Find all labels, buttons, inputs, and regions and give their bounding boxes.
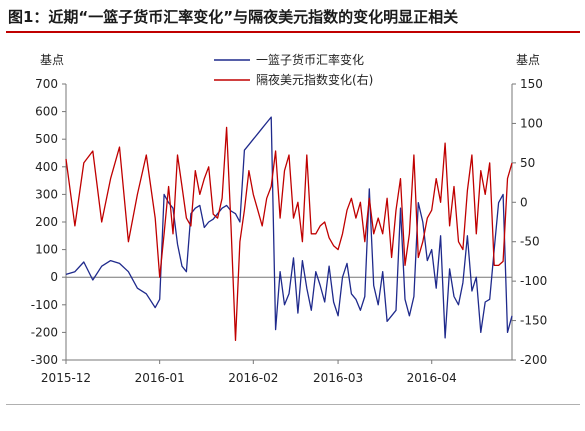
- right-tick-label: 150: [520, 77, 543, 91]
- left-tick-label: -300: [31, 353, 58, 367]
- tick-labels: -300-200-1000100200300400500600700-200-1…: [31, 53, 547, 385]
- bottom-rule: [6, 404, 580, 405]
- chart-title: 图1：近期“一篮子货币汇率变化”与隔夜美元指数的变化明显正相关: [8, 8, 459, 26]
- right-axis-unit: 基点: [516, 53, 540, 67]
- right-tick-label: -100: [520, 274, 547, 288]
- left-tick-label: 700: [35, 77, 58, 91]
- left-tick-label: 600: [35, 105, 58, 119]
- x-tick-label: 2016-01: [135, 371, 185, 385]
- right-tick-label: 50: [520, 156, 535, 170]
- x-tick-label: 2016-04: [407, 371, 457, 385]
- right-tick-label: -150: [520, 314, 547, 328]
- title-rule: [6, 31, 580, 33]
- left-axis-unit: 基点: [40, 53, 64, 67]
- left-tick-label: -200: [31, 325, 58, 339]
- legend-label-1: 一篮子货币汇率变化: [256, 52, 364, 67]
- left-tick-label: 100: [35, 243, 58, 257]
- right-tick-label: 0: [520, 195, 528, 209]
- right-tick-label: -200: [520, 353, 547, 367]
- right-tick-label: -50: [520, 235, 540, 249]
- x-tick-label: 2016-02: [228, 371, 278, 385]
- left-tick-label: 500: [35, 132, 58, 146]
- left-tick-label: 400: [35, 160, 58, 174]
- right-tick-label: 100: [520, 116, 543, 130]
- x-tick-label: 2016-03: [313, 371, 363, 385]
- left-tick-label: 0: [50, 270, 58, 284]
- x-tick-label: 2015-12: [41, 371, 91, 385]
- left-tick-label: 200: [35, 215, 58, 229]
- left-tick-label: -100: [31, 298, 58, 312]
- series-line-1: [65, 116, 513, 339]
- series-line-2: [65, 126, 513, 341]
- series-lines: [65, 116, 513, 341]
- left-tick-label: 300: [35, 187, 58, 201]
- legend-label-2: 隔夜美元指数变化(右): [256, 72, 373, 87]
- axes: [62, 83, 516, 364]
